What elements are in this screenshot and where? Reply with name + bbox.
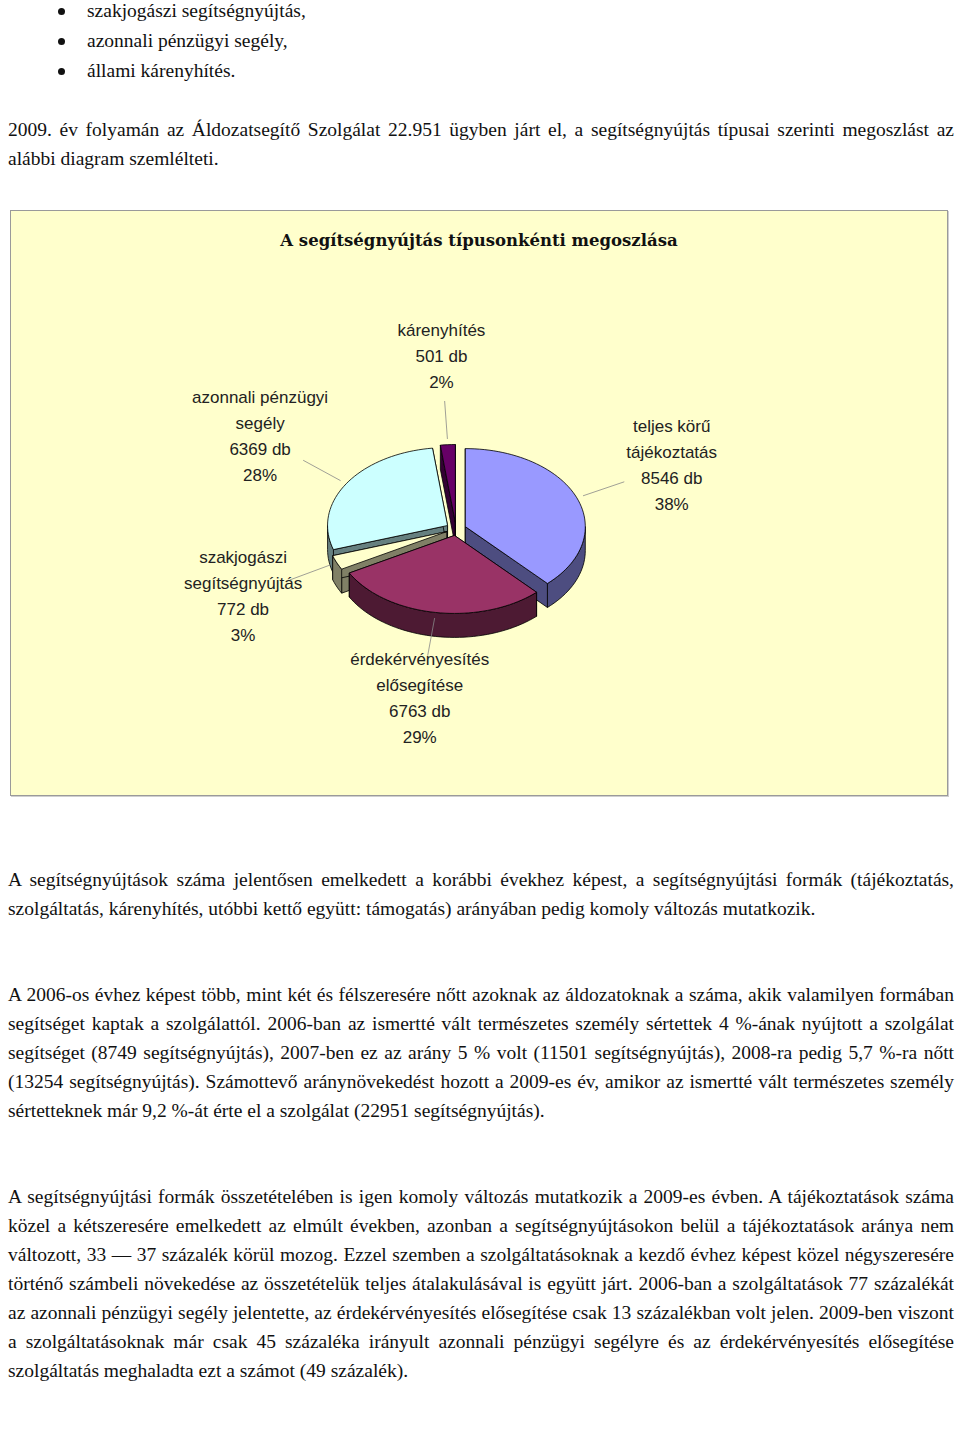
slice-name: érdekérvényesítés elősegítése: [337, 647, 502, 699]
slice-percent: 29%: [337, 725, 502, 751]
pie-slice: [440, 445, 455, 523]
slice-percent: 38%: [589, 492, 754, 518]
chart-area: A segítségnyújtás típusonkénti megoszlás…: [10, 210, 948, 796]
slice-name: szakjogászi segítségnyújtás: [161, 545, 326, 597]
pie-chart: [11, 211, 947, 795]
slice-label: azonnali pénzügyi segély6369 db28%: [178, 385, 343, 489]
slice-name: teljes körű tájékoztatás: [589, 414, 754, 466]
bullet-item: szakjogászi segítségnyújtás,: [58, 0, 306, 26]
slice-name: kárenyhítés: [359, 318, 524, 344]
bullet-list: szakjogászi segítségnyújtás,azonnali pén…: [58, 0, 306, 86]
body-paragraph: A segítségnyújtások száma jelentősen eme…: [8, 865, 954, 923]
slice-count: 501 db: [359, 344, 524, 370]
slice-count: 6763 db: [337, 699, 502, 725]
bullet-item: állami kárenyhítés.: [58, 56, 306, 86]
slice-label: érdekérvényesítés elősegítése6763 db29%: [337, 647, 502, 751]
slice-label: kárenyhítés501 db2%: [359, 318, 524, 396]
slice-count: 772 db: [161, 597, 326, 623]
leader-line: [303, 460, 340, 480]
chart-title: A segítségnyújtás típusonkénti megoszlás…: [11, 231, 947, 250]
body-paragraph: A 2006-os évhez képest több, mint két és…: [8, 980, 954, 1125]
intro-paragraph: 2009. év folyamán az Áldozatsegítő Szolg…: [8, 115, 954, 173]
slice-percent: 28%: [178, 463, 343, 489]
slice-name: azonnali pénzügyi segély: [178, 385, 343, 437]
slice-label: teljes körű tájékoztatás8546 db38%: [589, 414, 754, 518]
bullet-item: azonnali pénzügyi segély,: [58, 26, 306, 56]
slice-count: 6369 db: [178, 437, 343, 463]
slice-percent: 3%: [161, 623, 326, 649]
body-paragraph: A segítségnyújtási formák összetételében…: [8, 1182, 954, 1385]
pie-tops: [328, 445, 586, 614]
pie-slice: [328, 448, 448, 549]
pie-sides: [328, 445, 586, 638]
slice-count: 8546 db: [589, 466, 754, 492]
slice-percent: 2%: [359, 370, 524, 396]
slice-label: szakjogászi segítségnyújtás772 db3%: [161, 545, 326, 649]
leader-line: [445, 401, 448, 439]
leader-line: [583, 482, 624, 496]
